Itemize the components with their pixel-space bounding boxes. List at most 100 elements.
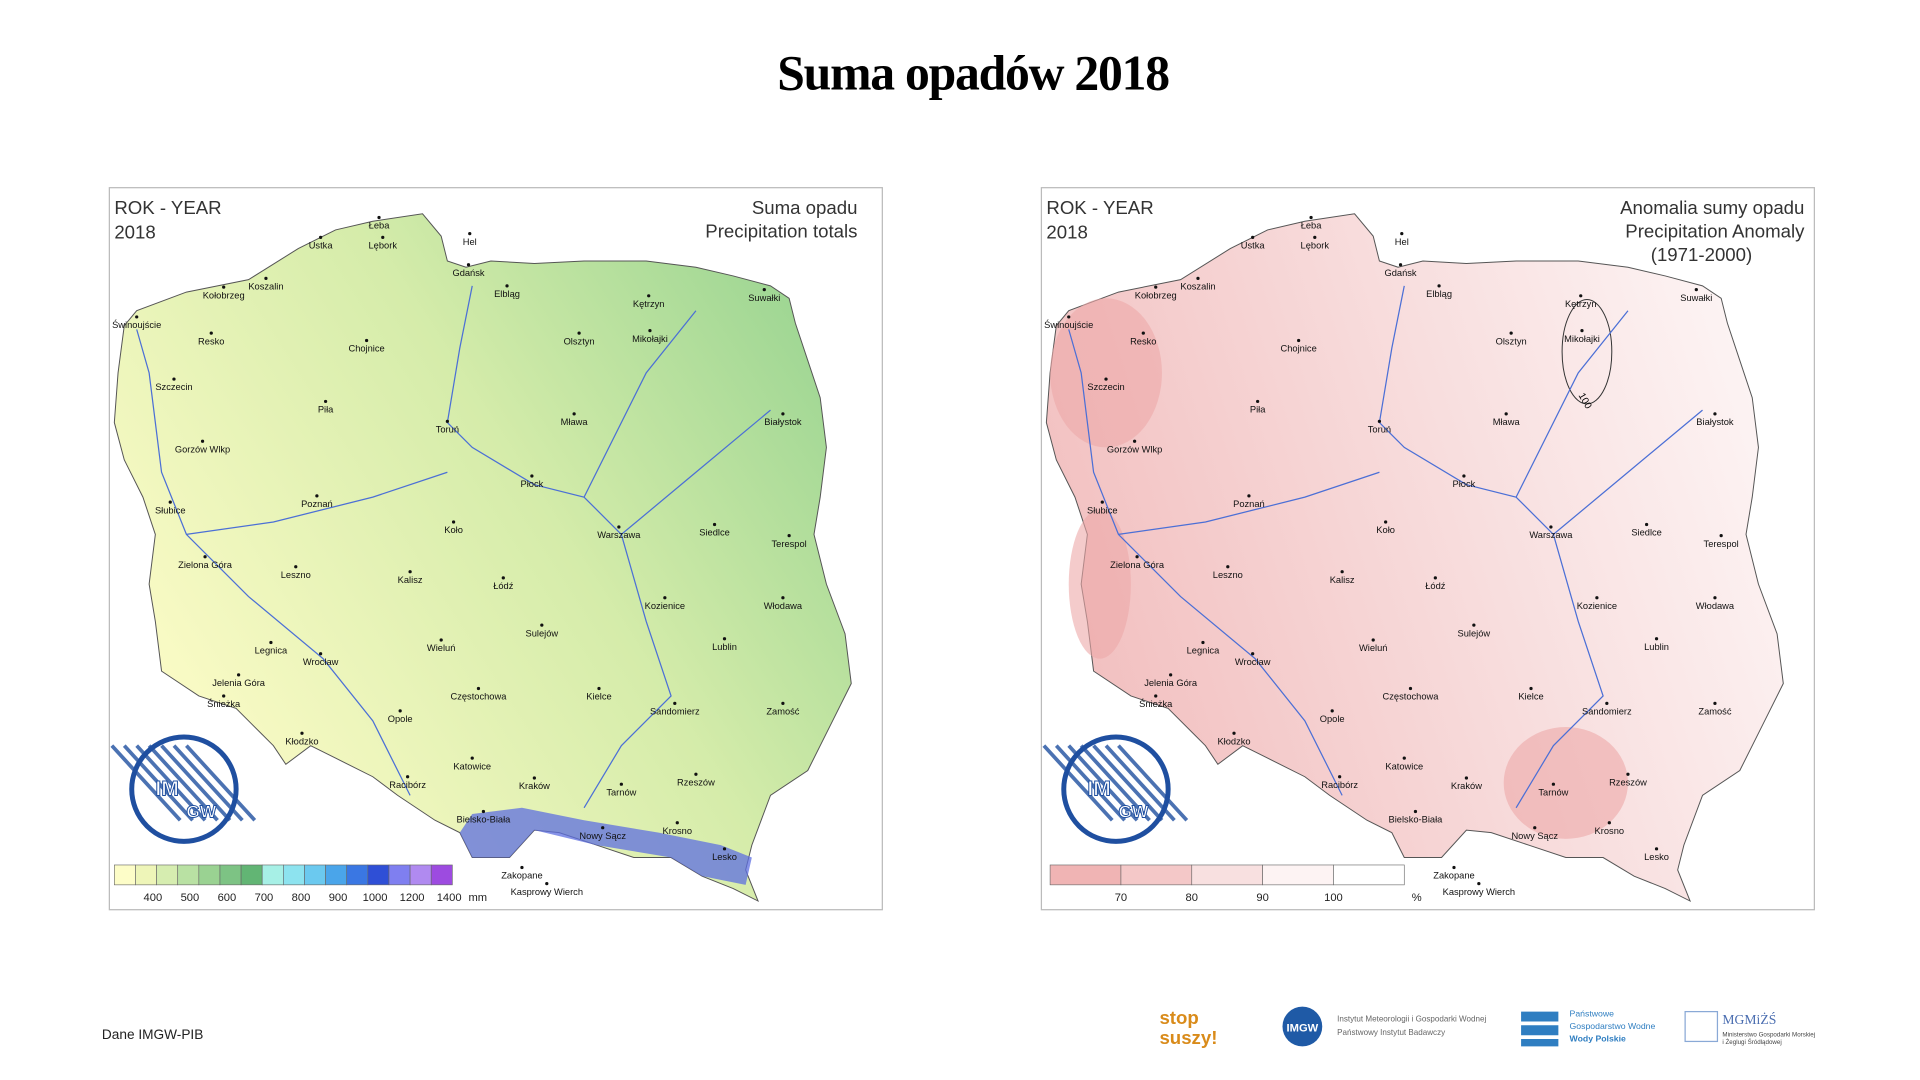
city-label: Lesko <box>1644 852 1669 862</box>
city-label: Krosno <box>1595 826 1625 836</box>
logo-stripe <box>122 744 194 822</box>
city-dot <box>1504 412 1508 416</box>
city-label: Kłodzko <box>1217 736 1250 746</box>
logo-text: i Żeglugi Śródlądowej <box>1722 1038 1781 1046</box>
city-dot <box>1694 287 1698 292</box>
city-label: Mława <box>561 417 589 427</box>
legend-swatch <box>198 864 221 886</box>
city-label: Siedlce <box>699 528 730 538</box>
legend-unit: mm <box>469 892 488 904</box>
city-dot <box>1579 294 1583 298</box>
map-panel: HelŁebaLęborkUstkaGdańskElblągKołobrzegK… <box>108 187 883 911</box>
river <box>186 471 448 536</box>
river <box>136 329 411 796</box>
logo-shape <box>1684 1010 1719 1043</box>
city-dot <box>1533 826 1537 830</box>
city-dot <box>364 338 369 343</box>
city-label: Zakopane <box>1433 871 1474 881</box>
city-dot <box>1226 565 1230 569</box>
city-dot <box>1398 263 1403 267</box>
legend-label: 1000 <box>363 892 388 904</box>
city-label: Piła <box>318 405 334 415</box>
header-left: 2018 <box>114 222 155 243</box>
city-dot <box>532 776 536 780</box>
city-label: Kielce <box>1518 692 1543 702</box>
city-label: Warszawa <box>597 530 641 540</box>
city-dot <box>647 294 651 298</box>
city-dot <box>1100 500 1104 504</box>
city-dot <box>1154 694 1158 698</box>
city-label: Sulejów <box>526 628 559 638</box>
map-panel: 100 Hel Łeba Lębork Ustka Gdańsk Elbląg Kołobrz… <box>1040 187 1815 911</box>
city-dot <box>1232 731 1236 735</box>
city-label: Świnoujście <box>112 319 161 330</box>
city-label: Rzeszów <box>1609 777 1647 787</box>
logo-stripe <box>147 744 219 822</box>
logo-stripe <box>1079 744 1151 822</box>
city-dot <box>1297 338 1301 343</box>
city-dot <box>1247 494 1251 498</box>
city-dot <box>1654 847 1659 851</box>
country-area <box>1045 213 1784 903</box>
city-label: Lublin <box>1644 642 1669 652</box>
legend-swatch <box>409 864 432 886</box>
city-dot <box>1509 331 1513 335</box>
city-dot <box>377 215 381 220</box>
city-dot <box>619 782 623 786</box>
logo-text: Wody Polskie <box>1570 1033 1626 1043</box>
header-right: Precipitation Anomaly <box>1625 220 1805 241</box>
city-dot <box>1713 596 1717 600</box>
city-dot <box>1719 534 1723 538</box>
city-label: Piła <box>1250 405 1266 415</box>
city-dot <box>1340 570 1344 574</box>
city-dot <box>781 596 785 600</box>
city-label: Olsztyn <box>564 336 595 346</box>
city-dot <box>1605 701 1609 706</box>
city-dot <box>466 263 471 267</box>
city-label: Elbląg <box>1426 289 1452 299</box>
legend-swatch <box>367 864 390 886</box>
city-label: Poznań <box>1233 499 1265 509</box>
city-dot <box>1251 652 1255 656</box>
logo-circle <box>1282 1006 1323 1047</box>
legend-swatch <box>325 864 348 886</box>
city-dot <box>236 673 241 677</box>
city-dot <box>481 809 486 814</box>
legend-swatch <box>1191 864 1263 886</box>
city-label: Kalisz <box>398 575 423 585</box>
city-dot <box>451 520 456 524</box>
legend-swatch <box>346 864 369 886</box>
logo-stripe <box>172 744 244 822</box>
city-dot <box>168 500 172 504</box>
city-label: Słubice <box>155 505 186 515</box>
logo-stripe <box>1054 744 1127 822</box>
city-dot <box>1338 775 1342 779</box>
legend-swatch <box>240 864 263 886</box>
logo-text: Państwowe <box>1570 1009 1615 1019</box>
city-dot <box>408 570 412 574</box>
city-label: Olsztyn <box>1496 336 1527 346</box>
city-label: Terespol <box>772 539 807 549</box>
city-dot <box>1529 686 1533 691</box>
city-dot <box>319 235 323 240</box>
city-dot <box>675 821 679 825</box>
logo-stripe <box>1067 744 1139 822</box>
city-dot <box>1626 772 1630 776</box>
city-dot <box>577 331 581 335</box>
city-label: Lębork <box>369 241 398 251</box>
city-dot <box>1313 235 1317 240</box>
logo-text: IM <box>1087 777 1110 800</box>
city-label: Kętrzyn <box>1565 299 1597 309</box>
logo-circle <box>129 734 239 844</box>
city-label: Świnoujście <box>1044 319 1093 330</box>
city-label: Siedlce <box>1631 528 1662 538</box>
city-dot <box>1309 215 1313 220</box>
legend-label: 70 <box>1115 892 1127 904</box>
logo-text: IM <box>155 777 178 800</box>
city-label: Chojnice <box>1281 344 1317 354</box>
river <box>620 409 771 535</box>
city-label: Kętrzyn <box>633 299 665 309</box>
river <box>1068 329 1343 796</box>
city-label: Hel <box>463 237 477 247</box>
